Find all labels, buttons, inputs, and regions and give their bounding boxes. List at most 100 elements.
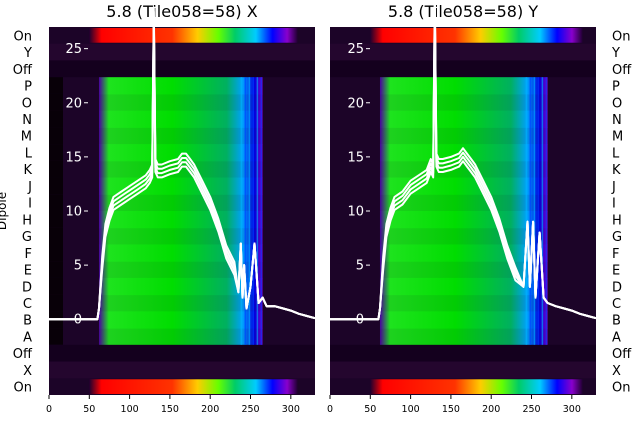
heatmap-cell-dark	[49, 244, 63, 262]
heatmap-cell-dark	[49, 294, 63, 312]
row-label-on: On	[612, 29, 630, 44]
x-tick-label: 150	[442, 404, 460, 415]
heatmap-cell-dark	[49, 227, 63, 245]
heatmap-row-n-5	[379, 110, 548, 128]
heatmap-row-e-14	[98, 261, 263, 279]
heatmap-cell-dark	[49, 261, 63, 278]
heatmap-stripe	[260, 77, 263, 345]
row-label-b: B	[23, 314, 32, 329]
row-label-m: M	[612, 130, 623, 145]
heatmap-row-n-5	[98, 110, 263, 128]
overlay-tick-label: 25	[65, 42, 82, 57]
heatmap-row-off-19	[49, 344, 315, 362]
heatmap-row-c-16	[98, 294, 263, 312]
heatmap-row-i-10	[98, 194, 263, 212]
heatmap-stripe	[252, 77, 255, 345]
heatmap-row-f-13	[379, 244, 548, 262]
row-label-o: O	[22, 96, 32, 111]
heatmap-stripe	[537, 77, 540, 345]
row-label-a: A	[23, 330, 32, 345]
row-label-on: On	[612, 381, 630, 396]
heatmap-row-y-1	[49, 43, 315, 61]
row-label-f: F	[25, 247, 32, 262]
row-label-off: Off	[612, 347, 632, 362]
heatmap-stripe	[545, 77, 548, 345]
heatmap-stripe	[248, 77, 251, 345]
overlay-tick-label: 0	[74, 313, 82, 328]
row-label-c: C	[612, 297, 621, 312]
chart-title: 5.8 (Tile058=58) Y	[388, 2, 538, 21]
heatmap-row-o-4	[379, 93, 548, 112]
row-label-x: X	[23, 364, 32, 379]
heatmap-row-f-13	[98, 244, 263, 262]
row-label-off: Off	[13, 347, 33, 362]
heatmap-row-h-11	[98, 211, 263, 229]
heatmap-row-m-6	[98, 127, 263, 145]
row-label-l: L	[612, 146, 620, 161]
heatmap-row-off-19	[330, 344, 596, 362]
heatmap-row-e-14	[379, 261, 548, 279]
heatmap-row-g-12	[379, 227, 548, 245]
heatmap-cell-dark	[49, 160, 63, 178]
overlay-tick-label: 25	[347, 42, 364, 57]
overlay-tick-label: 0	[356, 313, 364, 328]
row-label-h: H	[22, 213, 32, 228]
heatmap-row-h-11	[379, 211, 548, 229]
heatmap-row-a-18	[98, 328, 263, 346]
heatmap-cell-dark	[49, 211, 63, 228]
row-label-k: K	[612, 163, 621, 178]
row-label-n: N	[612, 113, 622, 128]
heatmap-cell-dark	[49, 127, 63, 145]
heatmap-row-on-0	[369, 28, 583, 43]
heatmap-stripe	[244, 77, 247, 345]
row-label-f: F	[612, 247, 619, 262]
heatmap-row-i-10	[379, 194, 548, 212]
overlay-tick-label: 20	[65, 96, 82, 111]
row-label-i: I	[28, 197, 32, 212]
row-label-c: C	[23, 297, 32, 312]
x-tick-label: 50	[364, 404, 376, 415]
heatmap-row-a-18	[379, 328, 548, 346]
overlay-tick-label: 20	[347, 96, 364, 111]
row-label-g: G	[22, 230, 32, 245]
x-tick-label: 100	[402, 404, 420, 415]
heatmap-row-x-20	[49, 361, 315, 379]
heatmap-cell-dark	[49, 110, 63, 128]
x-tick-label: 250	[241, 404, 259, 415]
heatmap-row-on-21	[88, 379, 298, 394]
left-panel: 5.8 (Tile058=58) X 0 5 10 15 20 25 On Y Off PONMLK…	[0, 2, 316, 415]
heatmap-row-j-9	[98, 177, 263, 195]
row-label-off: Off	[612, 63, 632, 78]
heatmap-row-m-6	[379, 127, 548, 145]
x-tick-label: 50	[83, 404, 95, 415]
x-tick-label: 0	[327, 404, 333, 415]
row-label-e: E	[612, 264, 620, 279]
heatmap-row-p-3	[98, 77, 263, 95]
row-label-h: H	[612, 213, 622, 228]
heatmap-cell-dark	[49, 177, 63, 195]
row-label-off: Off	[13, 63, 33, 78]
row-label-m: M	[21, 130, 32, 145]
heatmap-row-g-12	[98, 227, 263, 245]
heatmap-stripe	[240, 77, 243, 345]
row-label-n: N	[22, 113, 32, 128]
overlay-tick-label: 15	[347, 150, 364, 165]
x-tick-label: 100	[121, 404, 139, 415]
overlay-tick-label: 5	[356, 259, 364, 274]
heatmap-cell-dark	[49, 144, 63, 161]
heatmap-row-l-7	[98, 144, 263, 162]
x-tick-label: 250	[522, 404, 540, 415]
row-label-a: A	[612, 330, 621, 345]
row-label-d: D	[612, 280, 622, 295]
heatmap-stripe	[525, 77, 528, 345]
heatmap-row-c-16	[379, 294, 548, 312]
row-label-p: P	[24, 80, 32, 95]
row-label-p: P	[612, 80, 620, 95]
overlay-line-3	[49, 6, 316, 321]
heatmap-row-off-2	[330, 60, 596, 78]
heatmap-stripe	[529, 77, 532, 345]
row-label-i: I	[612, 197, 616, 212]
heatmap-stripe	[256, 77, 259, 345]
row-label-l: L	[25, 146, 33, 161]
